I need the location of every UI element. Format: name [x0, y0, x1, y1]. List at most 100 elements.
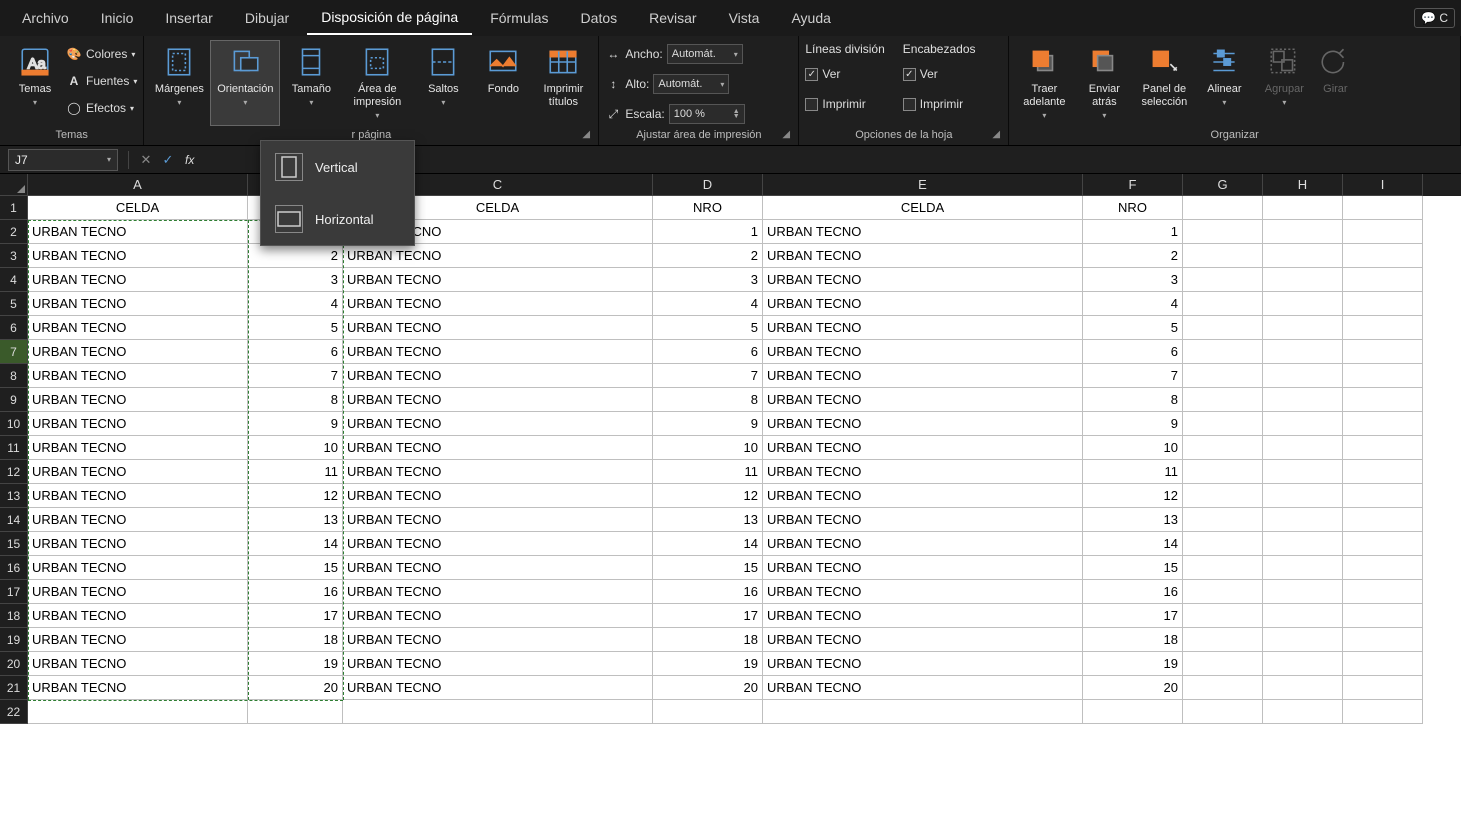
cell-E18[interactable]: URBAN TECNO: [763, 604, 1083, 628]
row-header-10[interactable]: 10: [0, 412, 28, 436]
cell-A22[interactable]: [28, 700, 248, 724]
cell-C8[interactable]: URBAN TECNO: [343, 364, 653, 388]
cell-I9[interactable]: [1343, 388, 1423, 412]
cell-I17[interactable]: [1343, 580, 1423, 604]
cell-D9[interactable]: 8: [653, 388, 763, 412]
girar-button[interactable]: Girar: [1315, 40, 1355, 126]
cell-B6[interactable]: 5: [248, 316, 343, 340]
cell-F9[interactable]: 8: [1083, 388, 1183, 412]
cell-G15[interactable]: [1183, 532, 1263, 556]
gridlines-view-checkbox[interactable]: ✓Ver: [805, 62, 884, 86]
cell-H10[interactable]: [1263, 412, 1343, 436]
cell-B18[interactable]: 17: [248, 604, 343, 628]
row-header-22[interactable]: 22: [0, 700, 28, 724]
cell-D22[interactable]: [653, 700, 763, 724]
alinear-button[interactable]: Alinear▾: [1195, 40, 1253, 126]
cell-D20[interactable]: 19: [653, 652, 763, 676]
margenes-button[interactable]: Márgenes▾: [150, 40, 208, 126]
col-header-G[interactable]: G: [1183, 174, 1263, 196]
cell-A6[interactable]: URBAN TECNO: [28, 316, 248, 340]
tab-vista[interactable]: Vista: [715, 2, 774, 34]
cell-C14[interactable]: URBAN TECNO: [343, 508, 653, 532]
cell-I16[interactable]: [1343, 556, 1423, 580]
cell-A8[interactable]: URBAN TECNO: [28, 364, 248, 388]
cell-H11[interactable]: [1263, 436, 1343, 460]
cell-G11[interactable]: [1183, 436, 1263, 460]
cell-F3[interactable]: 2: [1083, 244, 1183, 268]
cell-G1[interactable]: [1183, 196, 1263, 220]
orientacion-button[interactable]: Orientación▾: [210, 40, 280, 126]
cell-H4[interactable]: [1263, 268, 1343, 292]
tab-inicio[interactable]: Inicio: [87, 2, 148, 34]
row-header-3[interactable]: 3: [0, 244, 28, 268]
cell-B14[interactable]: 13: [248, 508, 343, 532]
cell-D2[interactable]: 1: [653, 220, 763, 244]
cell-I11[interactable]: [1343, 436, 1423, 460]
cell-D13[interactable]: 12: [653, 484, 763, 508]
cell-B20[interactable]: 19: [248, 652, 343, 676]
cell-F14[interactable]: 13: [1083, 508, 1183, 532]
cell-D6[interactable]: 5: [653, 316, 763, 340]
cell-H14[interactable]: [1263, 508, 1343, 532]
cell-C20[interactable]: URBAN TECNO: [343, 652, 653, 676]
enviar-atras-button[interactable]: Enviar atrás▾: [1075, 40, 1133, 126]
cell-G3[interactable]: [1183, 244, 1263, 268]
cell-B7[interactable]: 6: [248, 340, 343, 364]
colores-button[interactable]: 🎨 Colores▾: [66, 42, 137, 66]
cell-D21[interactable]: 20: [653, 676, 763, 700]
row-header-16[interactable]: 16: [0, 556, 28, 580]
col-header-A[interactable]: A: [28, 174, 248, 196]
cell-B4[interactable]: 3: [248, 268, 343, 292]
cell-A1[interactable]: CELDA: [28, 196, 248, 220]
panel-seleccion-button[interactable]: Panel de selección: [1135, 40, 1193, 126]
col-header-D[interactable]: D: [653, 174, 763, 196]
cell-E5[interactable]: URBAN TECNO: [763, 292, 1083, 316]
cell-F18[interactable]: 17: [1083, 604, 1183, 628]
cell-D3[interactable]: 2: [653, 244, 763, 268]
cell-D18[interactable]: 17: [653, 604, 763, 628]
cell-C16[interactable]: URBAN TECNO: [343, 556, 653, 580]
cell-H22[interactable]: [1263, 700, 1343, 724]
row-header-15[interactable]: 15: [0, 532, 28, 556]
imprimir-titulos-button[interactable]: Imprimir títulos: [534, 40, 592, 126]
cell-I15[interactable]: [1343, 532, 1423, 556]
row-header-13[interactable]: 13: [0, 484, 28, 508]
cell-H9[interactable]: [1263, 388, 1343, 412]
cell-C22[interactable]: [343, 700, 653, 724]
cell-G6[interactable]: [1183, 316, 1263, 340]
cell-G10[interactable]: [1183, 412, 1263, 436]
cell-G13[interactable]: [1183, 484, 1263, 508]
cell-I7[interactable]: [1343, 340, 1423, 364]
enter-formula-button[interactable]: ✓: [157, 152, 179, 168]
cell-I3[interactable]: [1343, 244, 1423, 268]
cell-A15[interactable]: URBAN TECNO: [28, 532, 248, 556]
cell-H17[interactable]: [1263, 580, 1343, 604]
row-header-1[interactable]: 1: [0, 196, 28, 220]
cell-C10[interactable]: URBAN TECNO: [343, 412, 653, 436]
row-header-17[interactable]: 17: [0, 580, 28, 604]
cell-C15[interactable]: URBAN TECNO: [343, 532, 653, 556]
col-header-I[interactable]: I: [1343, 174, 1423, 196]
cell-E22[interactable]: [763, 700, 1083, 724]
row-header-18[interactable]: 18: [0, 604, 28, 628]
col-header-H[interactable]: H: [1263, 174, 1343, 196]
cell-B11[interactable]: 10: [248, 436, 343, 460]
cell-G8[interactable]: [1183, 364, 1263, 388]
col-header-F[interactable]: F: [1083, 174, 1183, 196]
cell-I13[interactable]: [1343, 484, 1423, 508]
cell-G2[interactable]: [1183, 220, 1263, 244]
cell-I8[interactable]: [1343, 364, 1423, 388]
cell-E20[interactable]: URBAN TECNO: [763, 652, 1083, 676]
tamano-button[interactable]: Tamaño▾: [282, 40, 340, 126]
cell-E7[interactable]: URBAN TECNO: [763, 340, 1083, 364]
cell-B13[interactable]: 12: [248, 484, 343, 508]
cell-G4[interactable]: [1183, 268, 1263, 292]
select-all-corner[interactable]: [0, 174, 28, 196]
cell-H6[interactable]: [1263, 316, 1343, 340]
tab-ayuda[interactable]: Ayuda: [777, 2, 844, 34]
cell-A21[interactable]: URBAN TECNO: [28, 676, 248, 700]
cell-A11[interactable]: URBAN TECNO: [28, 436, 248, 460]
cell-E3[interactable]: URBAN TECNO: [763, 244, 1083, 268]
cell-D4[interactable]: 3: [653, 268, 763, 292]
cell-B17[interactable]: 16: [248, 580, 343, 604]
